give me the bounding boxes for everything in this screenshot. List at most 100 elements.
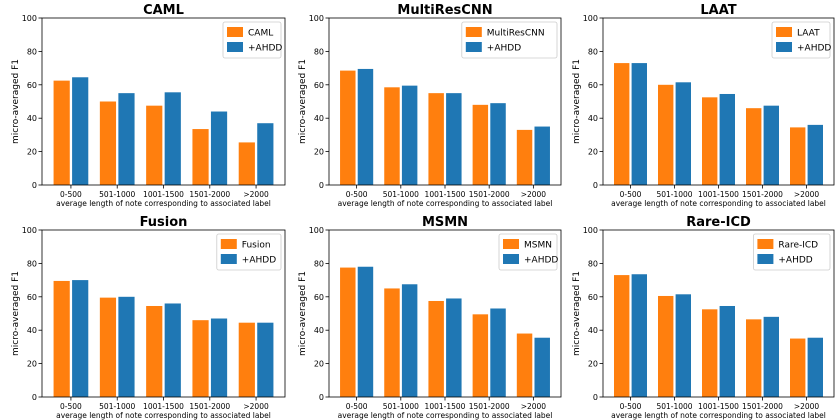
legend-swatch <box>220 239 237 249</box>
bar-ahdd <box>164 92 181 185</box>
bar-baseline <box>192 129 209 185</box>
bar-baseline <box>658 84 674 185</box>
legend-label: +AHDD <box>778 256 812 266</box>
bar-ahdd <box>490 103 506 185</box>
legend: MSMN +AHDD <box>498 233 558 271</box>
x-tick-label: 0-500 <box>60 190 82 199</box>
bar-baseline <box>53 280 70 397</box>
x-axis-label: average length of note corresponding to … <box>56 199 271 208</box>
x-tick-label: 501-1000 <box>383 402 419 411</box>
y-tick-label: 40 <box>588 114 598 123</box>
x-tick-label: >2000 <box>243 190 269 199</box>
bar-baseline <box>614 63 630 186</box>
x-axis-label: average length of note corresponding to … <box>338 411 553 420</box>
bar-ahdd <box>357 266 374 397</box>
bar-baseline <box>614 275 630 397</box>
bar-baseline <box>146 305 163 397</box>
bar-baseline <box>702 309 718 397</box>
bar-baseline <box>428 300 444 397</box>
y-tick-label: 100 <box>309 14 324 23</box>
x-tick-label: 501-1000 <box>99 190 135 199</box>
x-tick-label: 0-500 <box>620 402 642 411</box>
x-tick-label: 1501-2000 <box>469 190 510 199</box>
bar-ahdd <box>118 296 135 397</box>
bar-baseline <box>428 93 444 185</box>
x-tick-label: 501-1000 <box>656 190 692 199</box>
legend-box <box>461 21 558 59</box>
legend-swatch <box>227 42 243 52</box>
bar-ahdd <box>118 93 135 185</box>
x-tick-label: 1001-1500 <box>143 402 184 411</box>
bar-baseline <box>746 108 762 185</box>
bar-ahdd <box>675 82 691 185</box>
bar-ahdd <box>210 318 228 397</box>
y-tick-label: 20 <box>588 148 598 157</box>
bar-baseline <box>384 288 400 397</box>
bar-ahdd <box>763 105 779 185</box>
legend-swatch <box>503 254 519 264</box>
bar-ahdd <box>807 124 823 185</box>
bar-ahdd <box>446 93 462 185</box>
bar-ahdd <box>675 294 691 397</box>
chart-title: MSMN <box>422 215 468 230</box>
y-tick-label: 40 <box>314 326 324 335</box>
y-tick-label: 80 <box>27 47 37 56</box>
x-axis-label: average length of note corresponding to … <box>56 411 271 420</box>
bar-baseline <box>238 142 255 185</box>
y-tick-label: 20 <box>588 360 598 369</box>
y-tick-label: 60 <box>314 293 324 302</box>
bar-baseline <box>516 333 533 397</box>
y-axis-label: micro-averaged F1 <box>298 271 308 356</box>
bar-ahdd <box>357 68 374 185</box>
bar-ahdd <box>631 63 647 186</box>
legend-label: MSMN <box>524 241 552 251</box>
bar-baseline <box>340 267 356 397</box>
legend-label: LAAT <box>797 29 820 39</box>
legend-swatch <box>465 42 482 52</box>
y-axis-label: micro-averaged F1 <box>11 271 21 356</box>
y-tick-label: 80 <box>588 259 598 268</box>
x-tick-label: 1001-1500 <box>425 190 466 199</box>
legend-label: Fusion <box>242 241 271 251</box>
legend-label: MultiResCNN <box>487 29 545 39</box>
legend: Rare-ICD +AHDD <box>753 233 831 271</box>
x-tick-label: >2000 <box>521 190 547 199</box>
y-tick-label: 60 <box>588 81 598 90</box>
y-tick-label: 0 <box>32 393 37 402</box>
chart-panel: 0 20 40 60 80 100 0-500 501-1000 1001-1500 1501-2… <box>298 215 562 420</box>
legend-swatch <box>776 27 792 37</box>
x-tick-label: >2000 <box>794 402 820 411</box>
bar-ahdd <box>807 337 823 397</box>
chart-title: CAML <box>143 3 184 18</box>
x-tick-label: 501-1000 <box>383 190 419 199</box>
chart-title: MultiResCNN <box>397 3 492 18</box>
x-tick-label: >2000 <box>521 402 547 411</box>
y-tick-label: 100 <box>583 14 598 23</box>
x-tick-label: 501-1000 <box>99 402 135 411</box>
bar-ahdd <box>401 284 418 397</box>
y-tick-label: 40 <box>27 114 37 123</box>
y-tick-label: 80 <box>314 47 324 56</box>
y-tick-label: 60 <box>27 293 37 302</box>
legend-label: +AHDD <box>797 44 831 54</box>
legend: LAAT +AHDD <box>771 21 831 59</box>
legend-swatch <box>465 27 482 37</box>
legend-label: +AHDD <box>248 44 282 54</box>
legend-swatch <box>503 239 519 249</box>
bar-ahdd <box>763 316 779 397</box>
y-tick-label: 40 <box>27 326 37 335</box>
legend-swatch <box>227 27 243 37</box>
legend-swatch <box>220 254 237 264</box>
y-tick-label: 60 <box>588 293 598 302</box>
y-tick-label: 0 <box>319 181 324 190</box>
bar-baseline <box>146 105 163 185</box>
bar-ahdd <box>401 85 418 185</box>
chart-title: LAAT <box>700 3 736 18</box>
y-tick-label: 80 <box>27 259 37 268</box>
legend: CAML +AHDD <box>222 21 282 59</box>
bar-ahdd <box>164 303 181 397</box>
bar-ahdd <box>72 77 89 185</box>
legend-label: +AHDD <box>524 256 558 266</box>
bar-baseline <box>790 127 806 185</box>
legend: Fusion +AHDD <box>216 233 282 271</box>
